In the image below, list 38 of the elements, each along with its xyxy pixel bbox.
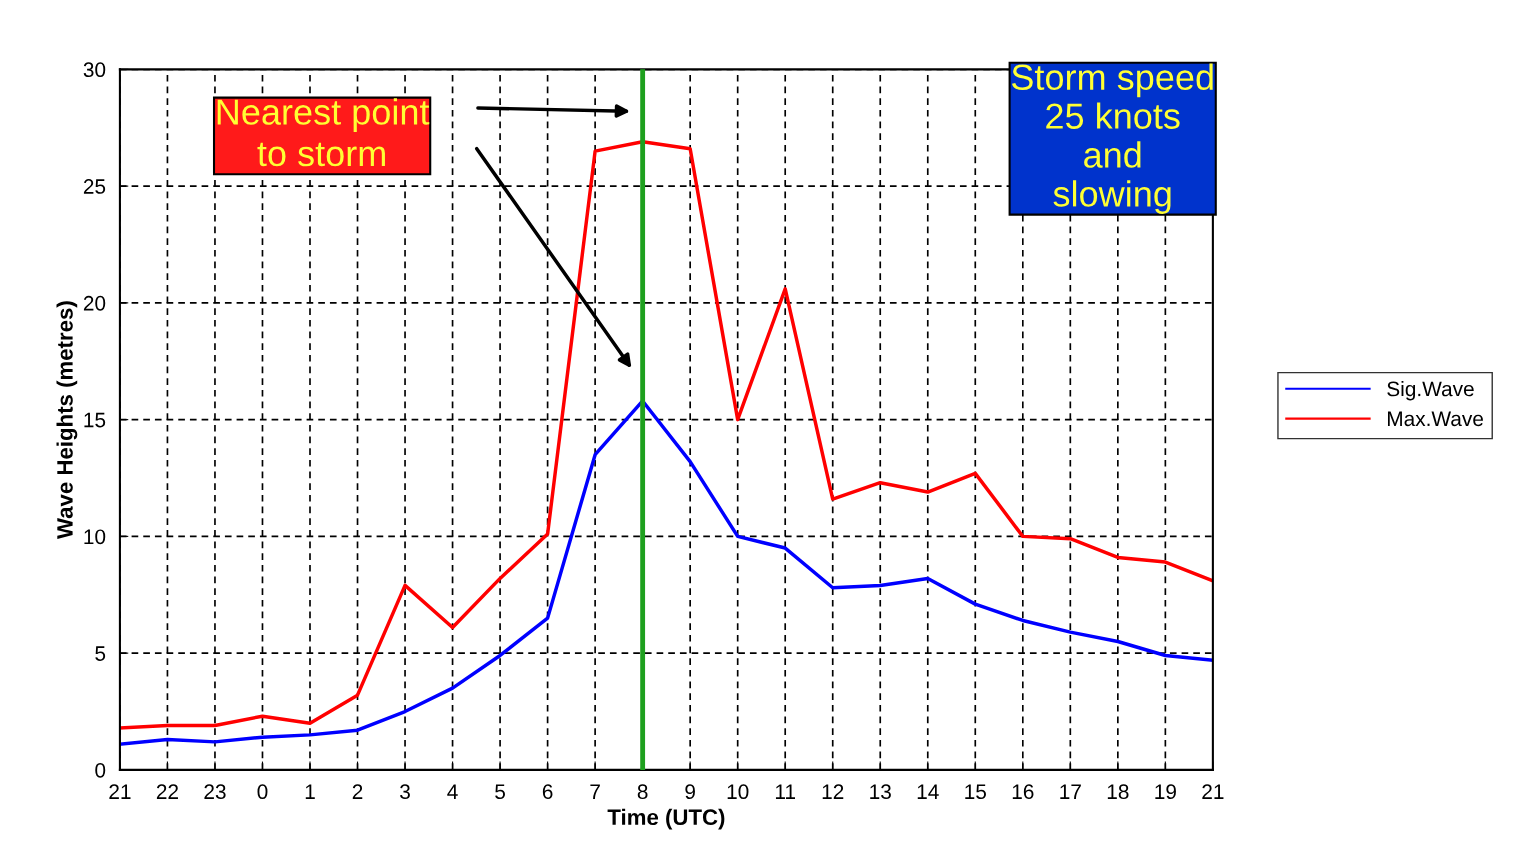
x-tick-label: 23 — [204, 784, 226, 800]
y-tick-label: 5 — [95, 646, 106, 661]
legend-label: Max.Wave — [1387, 411, 1483, 427]
annotation: Storm speed 25 knots and slowing — [1011, 63, 1213, 214]
x-tick-label: 2 — [352, 784, 363, 799]
x-tick-label: 18 — [1107, 784, 1129, 800]
x-tick-label: 7 — [590, 784, 600, 799]
x-tick-label: 15 — [965, 784, 986, 800]
y-tick-label: 10 — [84, 529, 106, 545]
x-tick-label: 0 — [257, 784, 268, 800]
x-tick-label: 3 — [400, 784, 410, 800]
y-tick-label: 20 — [83, 295, 106, 311]
y-tick-label: 30 — [83, 62, 106, 78]
x-tick-label: 14 — [917, 784, 939, 799]
y-axis-title: Wave Heights (metres) — [56, 301, 78, 539]
x-tick-label: 22 — [156, 784, 178, 799]
legend-label: Sig.Wave — [1387, 380, 1474, 401]
x-tick-label: 4 — [447, 784, 458, 799]
x-tick-label: 21 — [109, 784, 131, 799]
y-tick-label: 0 — [95, 762, 106, 778]
line-series — [119, 399, 1213, 746]
y-tick-label: 15 — [84, 412, 106, 428]
x-tick-label: 17 — [1060, 784, 1081, 799]
line-series — [119, 140, 1213, 730]
x-tick-label: 21 — [1202, 784, 1224, 799]
x-tick-label: 5 — [495, 784, 505, 800]
x-tick-label: 12 — [822, 784, 844, 799]
x-tick-label: 8 — [637, 784, 648, 800]
x-tick-label: 9 — [685, 784, 695, 800]
x-tick-label: 16 — [1012, 784, 1034, 800]
x-tick-label: 19 — [1155, 784, 1176, 800]
y-tick-label: 25 — [83, 179, 106, 194]
x-tick-label: 1 — [305, 784, 315, 799]
x-tick-label: 13 — [870, 784, 891, 800]
x-axis-title: Time (UTC) — [607, 808, 725, 830]
x-tick-label: 11 — [775, 784, 795, 799]
x-tick-label: 10 — [727, 784, 749, 800]
x-tick-label: 6 — [542, 784, 553, 800]
